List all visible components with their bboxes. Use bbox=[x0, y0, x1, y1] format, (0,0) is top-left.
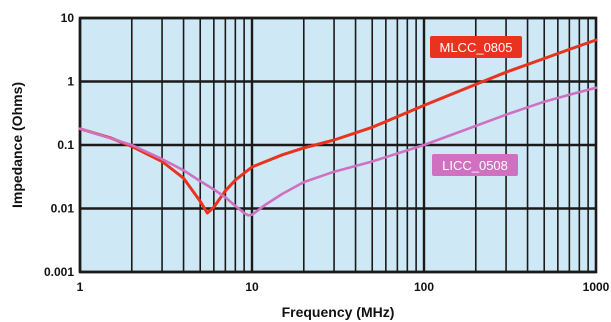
y-tick-label: 1 bbox=[67, 75, 74, 89]
series-label-text: MLCC_0805 bbox=[440, 40, 513, 55]
plot-frame bbox=[78, 16, 598, 274]
series-line-licc-0508 bbox=[78, 86, 598, 217]
y-tick-label: 0.001 bbox=[44, 265, 74, 279]
x-tick-label: 1 bbox=[77, 280, 84, 294]
series-label-1: LICC_0508 bbox=[432, 154, 518, 176]
x-tick-label: 1000 bbox=[583, 280, 610, 294]
series-label-text: LICC_0508 bbox=[442, 158, 508, 173]
y-tick-labels: 0.001 0.01 0.1 1 10 bbox=[44, 11, 74, 279]
y-tick-label: 0.1 bbox=[57, 138, 74, 152]
y-axis-title: Impedance (Ohms) bbox=[9, 82, 25, 208]
series-label-0: MLCC_0805 bbox=[430, 36, 522, 58]
series-label-layer: MLCC_0805 LICC_0508 bbox=[430, 36, 522, 176]
x-tick-labels: 1 10 100 1000 bbox=[77, 280, 610, 294]
series-label-box bbox=[430, 36, 522, 58]
y-tick-label: 10 bbox=[61, 11, 75, 25]
x-tick-label: 100 bbox=[414, 280, 434, 294]
series-line-mlcc-0805 bbox=[78, 38, 598, 215]
y-tick-label: 0.01 bbox=[51, 202, 75, 216]
x-tick-label: 10 bbox=[245, 280, 259, 294]
x-axis-title: Frequency (MHz) bbox=[282, 304, 395, 320]
series-layer bbox=[78, 38, 598, 217]
series-label-box bbox=[432, 154, 518, 176]
